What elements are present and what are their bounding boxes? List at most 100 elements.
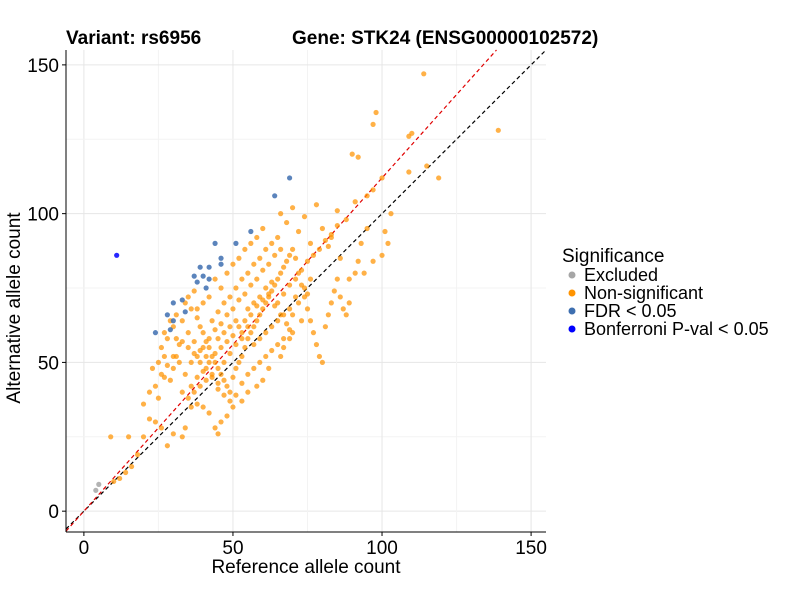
point-fdr-0-05	[191, 273, 197, 279]
point-non-significant	[194, 401, 200, 407]
point-non-significant	[140, 401, 147, 407]
point-non-significant	[158, 344, 165, 351]
point-non-significant	[370, 121, 376, 127]
point-fdr-0-05	[182, 309, 188, 315]
point-non-significant	[164, 362, 170, 368]
point-non-significant	[152, 419, 159, 425]
point-non-significant	[319, 225, 325, 232]
point-non-significant	[233, 392, 239, 398]
point-non-significant	[379, 175, 385, 181]
point-non-significant	[275, 234, 281, 241]
point-non-significant	[301, 214, 308, 220]
point-fdr-0-05	[167, 327, 173, 333]
point-non-significant	[289, 312, 296, 318]
point-non-significant	[158, 425, 165, 431]
point-non-significant	[197, 383, 203, 389]
point-non-significant	[260, 225, 266, 232]
point-excluded	[93, 487, 99, 493]
point-non-significant	[278, 270, 284, 276]
point-bonferroni-p-val-0-05	[114, 252, 120, 258]
legend-swatch	[568, 307, 576, 315]
point-non-significant	[218, 321, 224, 327]
legend-label: Non-significant	[584, 283, 703, 303]
point-fdr-0-05	[287, 175, 293, 181]
point-non-significant	[209, 318, 215, 324]
x-axis-label: Reference allele count	[211, 557, 401, 578]
point-non-significant	[337, 255, 343, 261]
point-non-significant	[245, 389, 251, 395]
point-non-significant	[287, 282, 293, 288]
point-non-significant	[289, 246, 296, 252]
point-non-significant	[221, 392, 227, 398]
point-fdr-0-05	[170, 300, 176, 306]
point-non-significant	[188, 359, 194, 366]
x-tick-label: 50	[222, 538, 243, 559]
point-non-significant	[203, 377, 209, 383]
point-non-significant	[224, 383, 230, 389]
point-non-significant	[284, 258, 290, 264]
point-non-significant	[239, 336, 245, 342]
point-non-significant	[108, 434, 114, 440]
point-non-significant	[218, 371, 224, 377]
point-non-significant	[146, 416, 153, 422]
point-non-significant	[215, 380, 221, 386]
point-non-significant	[337, 294, 343, 300]
tick-labels: 0 50 100 150 0 50 100 150	[27, 56, 547, 559]
point-non-significant	[251, 324, 257, 330]
point-non-significant	[349, 151, 355, 157]
point-non-significant	[269, 347, 275, 354]
point-non-significant	[227, 350, 233, 357]
point-non-significant	[218, 285, 224, 291]
point-non-significant	[170, 431, 176, 437]
reference-lines	[65, 49, 547, 532]
point-fdr-0-05	[200, 273, 206, 279]
point-fdr-0-05	[248, 228, 254, 235]
point-non-significant	[197, 347, 203, 354]
point-non-significant	[221, 330, 227, 336]
point-non-significant	[263, 353, 269, 360]
point-non-significant	[236, 297, 242, 303]
point-non-significant	[242, 291, 248, 297]
point-non-significant	[257, 359, 263, 366]
point-non-significant	[200, 300, 206, 306]
point-non-significant	[221, 377, 227, 383]
point-non-significant	[236, 324, 242, 330]
point-fdr-0-05	[164, 312, 170, 318]
point-non-significant	[179, 338, 185, 345]
point-non-significant	[316, 246, 323, 252]
point-non-significant	[275, 276, 281, 282]
point-non-significant	[164, 443, 170, 449]
point-non-significant	[307, 318, 314, 324]
point-non-significant	[331, 288, 337, 294]
point-non-significant	[224, 270, 230, 276]
legend-label: Excluded	[584, 265, 658, 285]
point-non-significant	[379, 252, 385, 258]
point-non-significant	[260, 377, 266, 383]
point-non-significant	[197, 324, 203, 330]
point-non-significant	[260, 267, 266, 273]
point-non-significant	[352, 199, 358, 205]
point-non-significant	[203, 353, 209, 360]
point-non-significant	[140, 434, 147, 440]
point-non-significant	[230, 306, 236, 312]
point-excluded	[96, 481, 102, 487]
point-non-significant	[227, 324, 233, 330]
point-non-significant	[218, 344, 224, 351]
point-non-significant	[281, 264, 287, 270]
point-non-significant	[212, 276, 218, 282]
point-non-significant	[233, 365, 239, 371]
point-non-significant	[281, 291, 287, 297]
point-non-significant	[355, 258, 361, 264]
point-non-significant	[206, 410, 212, 416]
point-non-significant	[301, 294, 308, 300]
point-non-significant	[358, 240, 364, 246]
point-non-significant	[152, 383, 159, 389]
point-non-significant	[251, 300, 257, 306]
point-non-significant	[170, 365, 176, 371]
point-non-significant	[316, 353, 323, 360]
point-non-significant	[260, 306, 266, 312]
point-non-significant	[215, 336, 221, 342]
point-non-significant	[161, 353, 167, 360]
point-non-significant	[287, 306, 293, 312]
